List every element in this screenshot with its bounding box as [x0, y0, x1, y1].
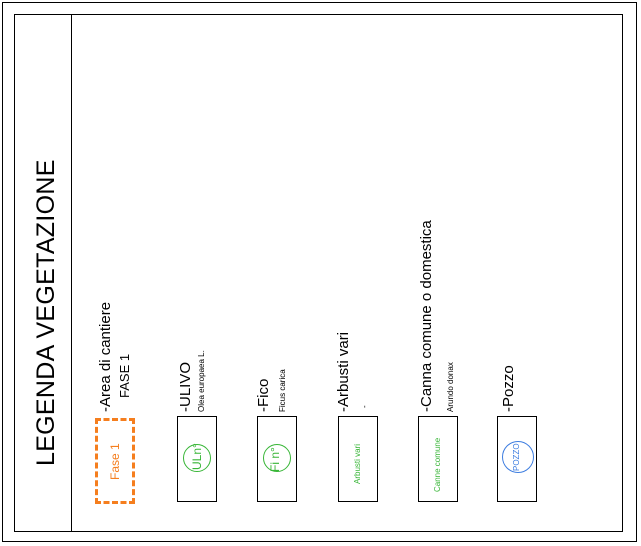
site-area-symbol: [95, 418, 135, 504]
fig-label: -Fico: [255, 378, 272, 412]
reed-symbol-box: [418, 416, 458, 502]
shrubs-sub: -: [360, 405, 369, 408]
fig-sub: Ficus carica: [278, 369, 287, 412]
site-area-sub: FASE 1: [117, 353, 132, 398]
reed-symbol-label: Canne comune: [433, 437, 442, 492]
olive-sub: Olea europaea L.: [197, 350, 206, 412]
site-area-label: -Area di cantiere: [97, 301, 114, 412]
site-area-symbol-label: Fase 1: [108, 443, 122, 480]
legend-frame: [14, 14, 623, 532]
well-symbol-label: POZZO: [512, 443, 521, 471]
olive-label: -ULIVO: [177, 361, 194, 412]
fig-symbol-label: Fi n°: [268, 447, 282, 472]
reed-sub: Arundo donax: [446, 362, 455, 412]
title-divider: [71, 14, 72, 532]
reed-label: -Canna comune o domestica: [418, 220, 435, 412]
olive-symbol-label: ULn°: [190, 443, 204, 470]
fig-symbol-circle: [263, 444, 291, 472]
outer-frame: [2, 2, 637, 542]
shrubs-label: -Arbusti vari: [335, 331, 352, 412]
legend-title: LEGENDA VEGETAZIONE: [32, 159, 60, 466]
well-label: -Pozzo: [500, 365, 517, 412]
shrubs-symbol-box: [338, 416, 378, 502]
olive-symbol-circle: [183, 444, 211, 472]
shrubs-symbol-label: Arbusti vari: [353, 443, 362, 484]
well-symbol-circle: [502, 441, 534, 473]
